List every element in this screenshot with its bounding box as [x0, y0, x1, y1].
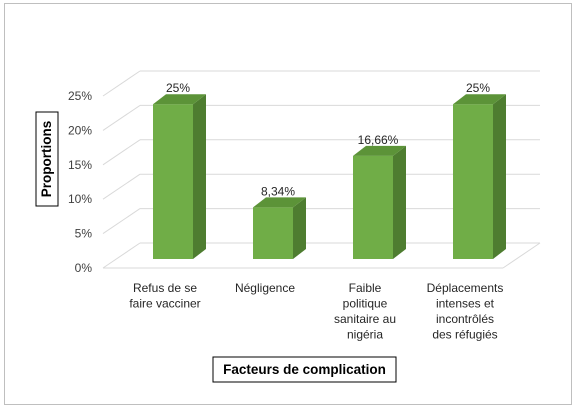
- y-tick-label: 0%: [75, 261, 93, 275]
- bar-side: [293, 197, 306, 259]
- x-category-label-line: des réfugiés: [432, 328, 497, 342]
- bar: 25%: [153, 81, 206, 259]
- y-tick-label: 25%: [68, 89, 92, 103]
- gridline-side: [102, 208, 141, 235]
- bars: 25% 8,34% 16,66% 25%: [153, 81, 506, 259]
- x-category-label-line: intenses et: [436, 297, 495, 311]
- bar-top: [153, 94, 206, 105]
- bar-front: [153, 104, 193, 259]
- gridline-side: [102, 104, 141, 131]
- x-category-label-line: nigéria: [347, 328, 383, 342]
- data-label: 8,34%: [261, 184, 295, 198]
- floor-edge-right: [502, 242, 541, 269]
- x-axis-title-box: [212, 356, 397, 383]
- bar-front: [253, 207, 293, 259]
- bar-top: [353, 145, 406, 156]
- x-category-label-line: Déplacements: [427, 281, 504, 295]
- bar: 16,66%: [353, 133, 406, 259]
- x-category-label-line: Refus de se: [133, 281, 197, 295]
- y-tick-label: 5%: [75, 227, 93, 241]
- data-label: 25%: [166, 81, 190, 95]
- bar-top: [453, 94, 506, 105]
- x-category-label-line: faire vacciner: [129, 297, 200, 311]
- data-label: 25%: [466, 81, 490, 95]
- y-tick-label: 10%: [68, 192, 92, 206]
- gridline-side: [102, 139, 141, 166]
- x-axis-categories: Refus de se faire vacciner Négligence Faibl…: [129, 281, 503, 342]
- x-category-label: Faible politique sanitaire au nigéria: [334, 281, 396, 342]
- bar-side: [393, 145, 406, 259]
- x-category-label-line: Faible: [349, 281, 382, 295]
- y-tick-label: 15%: [68, 158, 92, 172]
- x-category-label-line: sanitaire au: [334, 312, 396, 326]
- bar: 25%: [453, 81, 506, 259]
- x-category-label-line: incontrôlés: [436, 312, 494, 326]
- gridline-side: [102, 242, 141, 269]
- x-axis-title: Facteurs de complication: [223, 362, 386, 377]
- y-tick-label: 20%: [68, 123, 92, 137]
- x-category-label-line: politique: [343, 297, 388, 311]
- data-label: 16,66%: [358, 133, 399, 147]
- x-category-label: Négligence: [235, 281, 295, 295]
- bar-front: [453, 104, 493, 259]
- x-category-label-line: Négligence: [235, 281, 295, 295]
- x-axis-title-group: Facteurs de complication: [212, 356, 397, 383]
- y-axis-title-box: [35, 111, 59, 207]
- bar-side: [193, 94, 206, 259]
- gridline-side: [102, 173, 141, 200]
- bar-side: [493, 94, 506, 259]
- y-axis-ticks: 0% 5% 10% 15% 20% 25%: [68, 89, 92, 275]
- bar: 8,34%: [253, 184, 306, 259]
- x-category-label: Déplacements intenses et incontrôlés des ré…: [427, 281, 504, 342]
- y-axis-title: Proportions: [39, 121, 54, 198]
- x-category-label: Refus de se faire vacciner: [129, 281, 200, 311]
- bar-front: [353, 155, 393, 259]
- bar-top: [253, 197, 306, 208]
- y-axis-title-group: Proportions: [35, 111, 59, 207]
- gridline-side: [102, 70, 141, 97]
